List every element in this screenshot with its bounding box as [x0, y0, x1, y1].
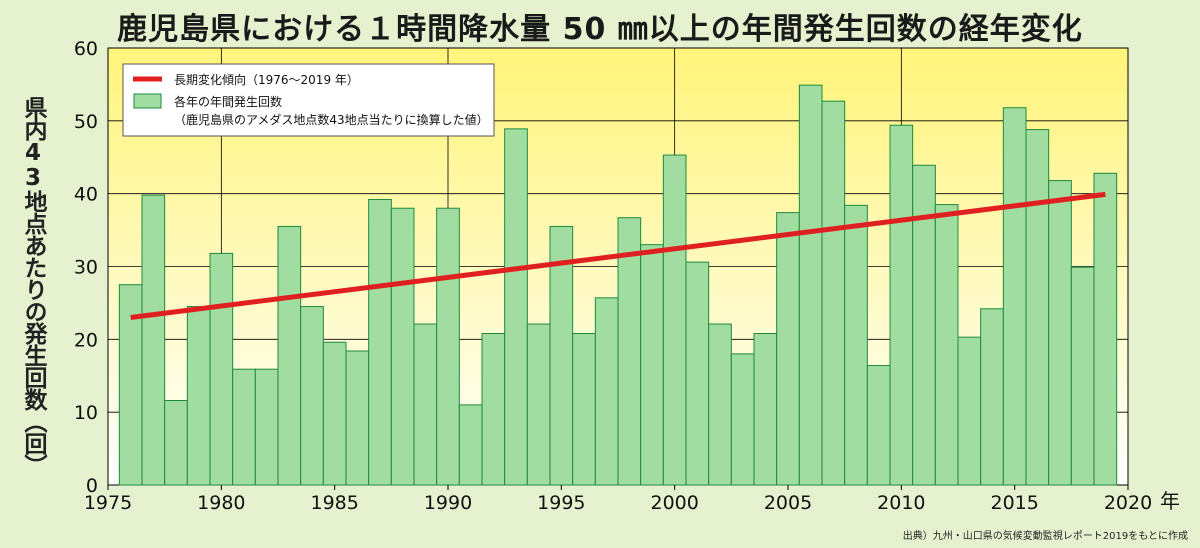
bar-2009: [866, 365, 891, 486]
x-tick-label: 1980: [197, 492, 245, 514]
bar-1988: [390, 207, 415, 486]
y-tick-label: 50: [74, 111, 98, 133]
bar-2002: [708, 323, 732, 486]
legend-trend-label: 長期変化傾向（1976〜2019 年）: [174, 72, 359, 87]
legend-bar-swatch: [133, 93, 162, 109]
x-tick-label: 1990: [424, 492, 472, 514]
legend-bar-sublabel: （鹿児島県のアメダス地点数43地点当たりに換算した値）: [174, 112, 489, 127]
bar-2003: [730, 353, 755, 486]
trend-line-group: [130, 191, 1106, 320]
x-axis-unit: 年: [1160, 489, 1180, 513]
x-axis-ticks: 1975 1980 1985 1990 1995 2000 2005 2010 2015 2020: [84, 485, 1152, 514]
legend-box: [122, 63, 495, 137]
bar-2005: [776, 212, 800, 486]
y-tick-label: 60: [74, 38, 98, 60]
bar-2017: [1048, 180, 1072, 486]
bar-1986: [345, 350, 370, 486]
bar-2008: [844, 204, 868, 486]
bar-1979: [186, 306, 211, 486]
bar-2011: [912, 164, 936, 486]
bar-2010: [889, 124, 914, 486]
x-tick-label: 2015: [990, 492, 1038, 514]
bar-1997: [594, 297, 619, 486]
x-tick-label: 2020: [1104, 492, 1152, 514]
bar-1978: [164, 400, 188, 486]
bar-1985: [322, 341, 347, 486]
bar-1981: [232, 368, 256, 486]
bar-1994: [526, 323, 551, 486]
bar-2007: [821, 100, 846, 486]
bar-1989: [413, 323, 438, 486]
bar-2004: [753, 333, 778, 486]
y-tick-label: 0: [86, 475, 98, 497]
y-tick-label: 30: [74, 257, 98, 279]
legend-bar-label: 各年の年間発生回数: [174, 94, 282, 109]
x-tick-label: 2005: [764, 492, 812, 514]
x-tick-label: 1975: [84, 492, 132, 514]
bar-2006: [798, 84, 823, 486]
bar-1984: [300, 306, 324, 486]
bar-2015: [1002, 107, 1027, 486]
bar-2013: [957, 336, 982, 486]
x-tick-label: 2000: [650, 492, 698, 514]
bar-series: [118, 84, 1118, 486]
bar-1982: [254, 368, 279, 486]
chart-title: 鹿児島県における１時間降水量 50 ㎜以上の年間発生回数の経年変化: [117, 12, 1083, 47]
bar-1999: [640, 244, 664, 486]
bar-1992: [481, 333, 506, 486]
trend-line: [130, 191, 1106, 320]
y-tick-label: 20: [74, 329, 98, 351]
bar-2018: [1070, 266, 1095, 486]
bar-2016: [1025, 129, 1050, 486]
bar-1977: [141, 194, 166, 486]
bar-2014: [980, 308, 1004, 486]
bar-1991: [458, 404, 483, 486]
bar-1993: [504, 128, 528, 486]
x-tick-label: 1995: [537, 492, 585, 514]
legend: 長期変化傾向（1976〜2019 年） 各年の年間発生回数 （鹿児島県のアメダス…: [122, 63, 495, 137]
y-tick-label: 10: [74, 402, 98, 424]
bar-1980: [209, 252, 234, 486]
bar-2001: [685, 261, 710, 486]
x-tick-label: 1985: [310, 492, 358, 514]
y-axis-ticks: 0 10 20 30 40 50 60: [74, 38, 98, 497]
y-axis-label: 県内43地点あたりの発生回数（回）: [20, 96, 46, 476]
bar-1996: [572, 333, 596, 486]
y-tick-label: 40: [74, 184, 98, 206]
source-note: 出典）九州・山口県の気候変動監視レポート2019をもとに作成: [902, 531, 1188, 542]
bar-1983: [277, 225, 302, 486]
bar-1987: [368, 198, 392, 486]
bar-1990: [436, 207, 460, 486]
x-tick-label: 2010: [877, 492, 925, 514]
bar-2000: [662, 154, 687, 486]
bar-2012: [934, 204, 959, 486]
bar-2019: [1093, 172, 1118, 486]
